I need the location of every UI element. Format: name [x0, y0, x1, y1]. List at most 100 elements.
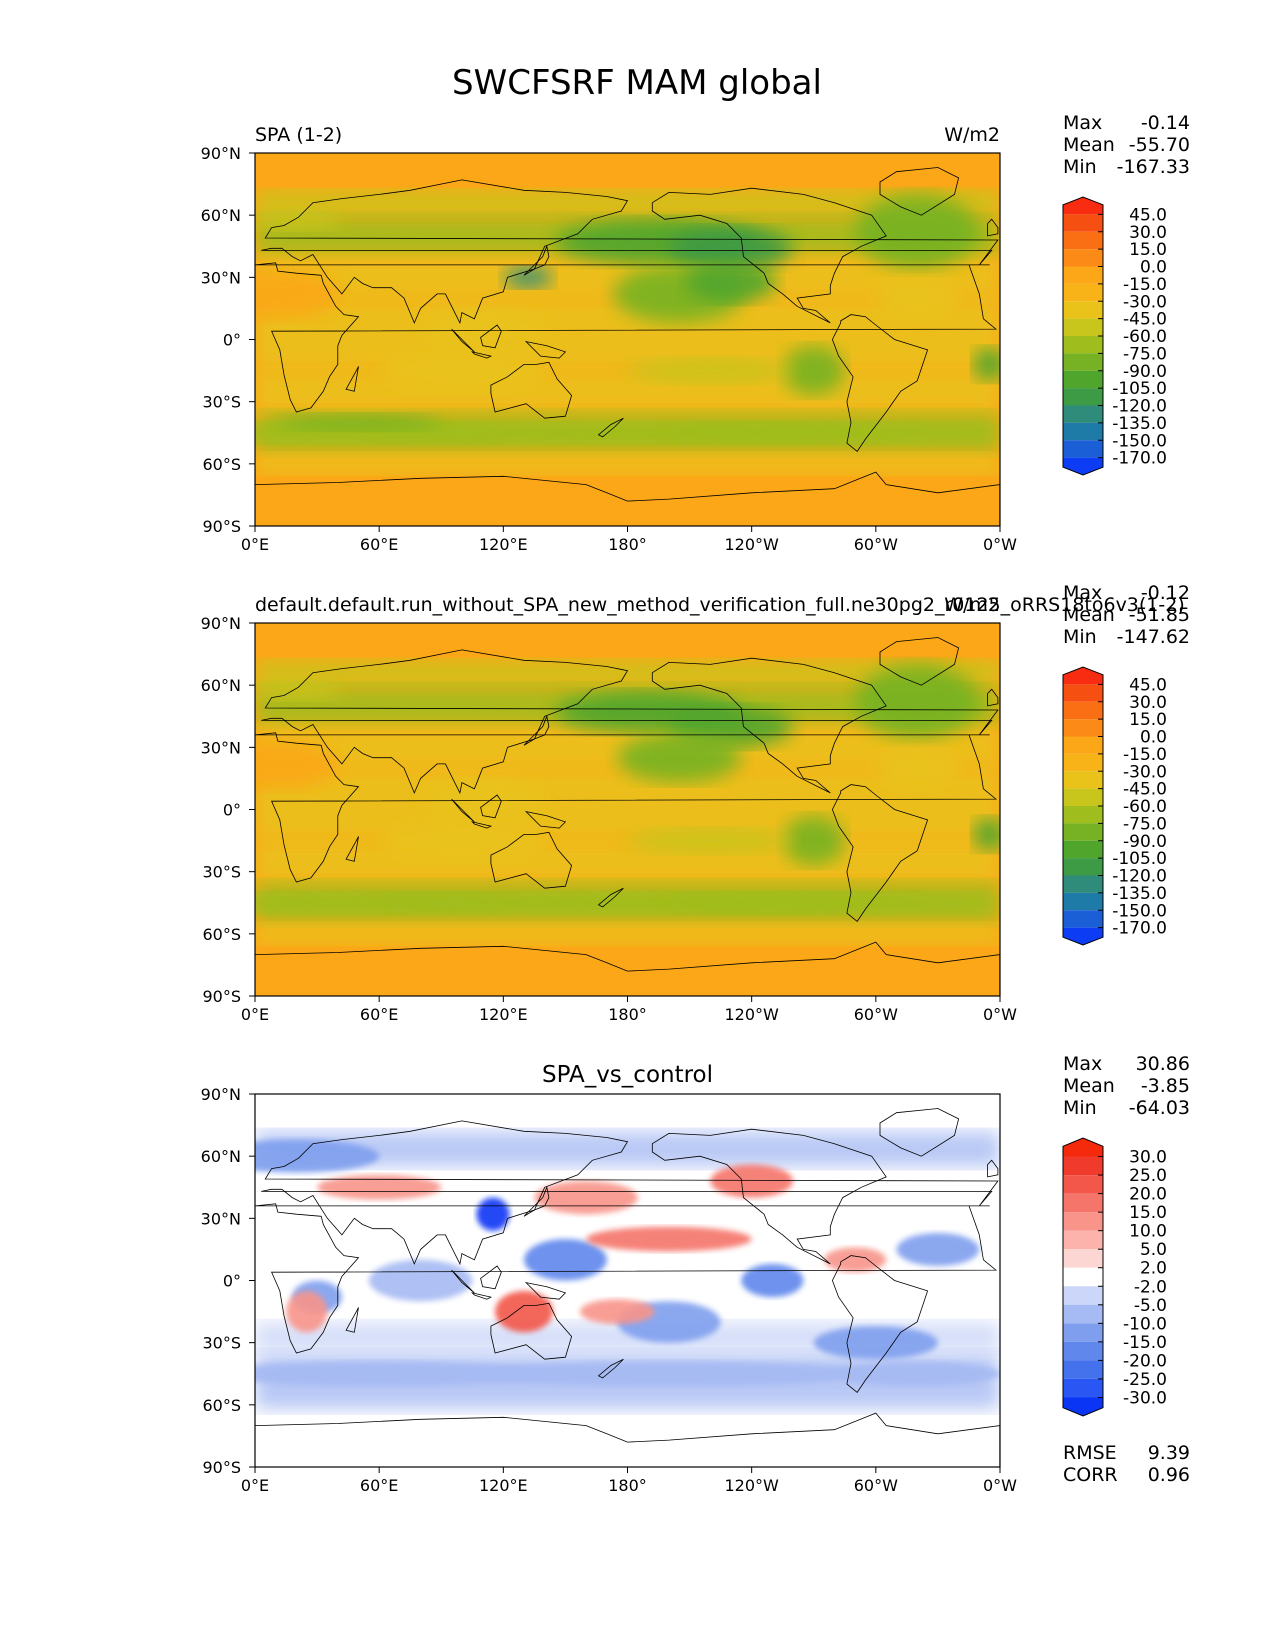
- stat-value: -147.62: [1117, 626, 1190, 648]
- panel-title-left: default.default.run_without_SPA_new_meth…: [255, 594, 1185, 616]
- coastline: [451, 1269, 475, 1294]
- field-blob: [379, 819, 545, 862]
- colorbar-segment: [1063, 231, 1103, 250]
- field-band: [255, 453, 1000, 475]
- y-tick-label: 60°N: [201, 676, 241, 695]
- colorbar-segment: [1063, 370, 1103, 389]
- field-blob: [782, 345, 845, 396]
- colorbar-label: -10.0: [1123, 1314, 1167, 1334]
- map-field: [255, 153, 1000, 526]
- colorbar-segment: [1063, 701, 1103, 720]
- coastline: [523, 714, 550, 746]
- stat-value: -0.12: [1141, 582, 1190, 604]
- colorbar-segment: [1063, 892, 1103, 911]
- field-blob: [255, 1361, 545, 1387]
- x-tick-label: 120°W: [724, 1476, 779, 1495]
- coastline: [261, 649, 999, 795]
- colorbar-label: -135.0: [1112, 414, 1167, 434]
- y-tick-label: 90°S: [202, 987, 241, 1006]
- y-tick-label: 30°N: [201, 268, 241, 287]
- coastline: [651, 1128, 887, 1265]
- coastline: [490, 831, 573, 889]
- coastline: [255, 1203, 998, 1354]
- colorbar-label: 15.0: [1129, 240, 1167, 260]
- field-blob: [627, 358, 794, 384]
- colorbar-segment: [1063, 1397, 1103, 1416]
- y-tick-label: 0°: [223, 801, 241, 820]
- x-tick-label: 0°E: [241, 535, 269, 554]
- x-tick-label: 60°E: [360, 1476, 398, 1495]
- coastline: [524, 340, 567, 359]
- coastline: [261, 179, 999, 325]
- colorbar-label: 45.0: [1129, 675, 1167, 695]
- y-tick-label: 30°S: [202, 393, 241, 412]
- coastline: [471, 351, 493, 359]
- colorbar-segment: [1063, 858, 1103, 876]
- colorbar-label: 0.0: [1140, 728, 1167, 748]
- colorbar-segment: [1063, 283, 1103, 302]
- colorbar-label: 15.0: [1129, 710, 1167, 730]
- y-tick-label: 60°S: [202, 925, 241, 944]
- field-band: [255, 370, 1000, 413]
- coastline: [831, 784, 929, 922]
- colorbar-segment: [1063, 1267, 1103, 1287]
- field-blob: [275, 414, 442, 431]
- field-blob: [495, 1290, 553, 1333]
- coastline: [523, 1185, 550, 1217]
- field-blob: [286, 1290, 328, 1333]
- colorbar-label: 10.0: [1129, 1222, 1167, 1242]
- y-tick-label: 90°N: [201, 144, 241, 163]
- colorbar-outline: [1062, 196, 1104, 476]
- colorbar-label: -135.0: [1112, 884, 1167, 904]
- panel-3: 0°E 60°E 120°E 180° 120°W 60°W 0°W 90°N 60°N 30°N…: [201, 1053, 1190, 1495]
- field-blob: [813, 1326, 938, 1360]
- field-blob: [668, 227, 794, 270]
- y-tick-label: 60°N: [201, 206, 241, 225]
- coastline: [490, 1302, 573, 1360]
- stat-label: RMSE: [1063, 1442, 1117, 1464]
- colorbar-label: -30.0: [1123, 762, 1167, 782]
- field-blob: [420, 778, 545, 820]
- colorbar-segment: [1063, 736, 1103, 754]
- colorbar-segment: [1063, 1323, 1103, 1342]
- field-blob: [503, 266, 553, 288]
- y-tick-label: 90°N: [201, 614, 241, 633]
- colorbar-label: -60.0: [1123, 797, 1167, 817]
- field-blob: [579, 1299, 655, 1325]
- coastline: [480, 1265, 502, 1290]
- colorbar-label: 2.0: [1140, 1259, 1167, 1279]
- coastline: [261, 1120, 999, 1266]
- colorbar-label: 5.0: [1140, 1240, 1167, 1260]
- stat-label: Max: [1063, 112, 1102, 134]
- field-blob: [524, 1239, 607, 1281]
- coastline: [651, 187, 887, 324]
- colorbar-segment: [1063, 1304, 1103, 1324]
- coastline: [471, 1292, 493, 1300]
- panel-1: 0°E 60°E 120°E 180° 120°W 60°W 0°W 90°N 60°N 30°N…: [201, 112, 1190, 554]
- stat-label: Mean: [1063, 604, 1115, 626]
- colorbar-segment: [1063, 1230, 1103, 1250]
- y-tick-label: 90°S: [202, 1458, 241, 1477]
- map-field: [255, 623, 1000, 996]
- colorbar-label: -170.0: [1112, 449, 1167, 469]
- field-blob: [255, 269, 338, 319]
- colorbar-segment: [1063, 1378, 1103, 1398]
- colorbar-segment: [1063, 910, 1103, 928]
- coastline: [987, 1159, 999, 1178]
- field-blob: [255, 739, 338, 789]
- colorbar-label: 30.0: [1129, 693, 1167, 713]
- field-blob: [782, 815, 845, 866]
- colorbar-segment: [1063, 301, 1103, 319]
- x-tick-label: 120°W: [724, 1005, 779, 1024]
- field-blob: [710, 1164, 794, 1198]
- x-tick-label: 60°W: [854, 1476, 898, 1495]
- y-tick-label: 60°N: [201, 1147, 241, 1166]
- x-tick-label: 0°E: [241, 1005, 269, 1024]
- colorbar-label: -5.0: [1134, 1296, 1167, 1316]
- colorbar: -30.0-25.0-20.0-15.0-10.0-5.0-2.02.05.01…: [1062, 1137, 1167, 1417]
- colorbar-label: -15.0: [1123, 745, 1167, 765]
- colorbar-label: -90.0: [1123, 832, 1167, 852]
- colorbar-label: -75.0: [1123, 814, 1167, 834]
- x-tick-label: 180°: [608, 1005, 647, 1024]
